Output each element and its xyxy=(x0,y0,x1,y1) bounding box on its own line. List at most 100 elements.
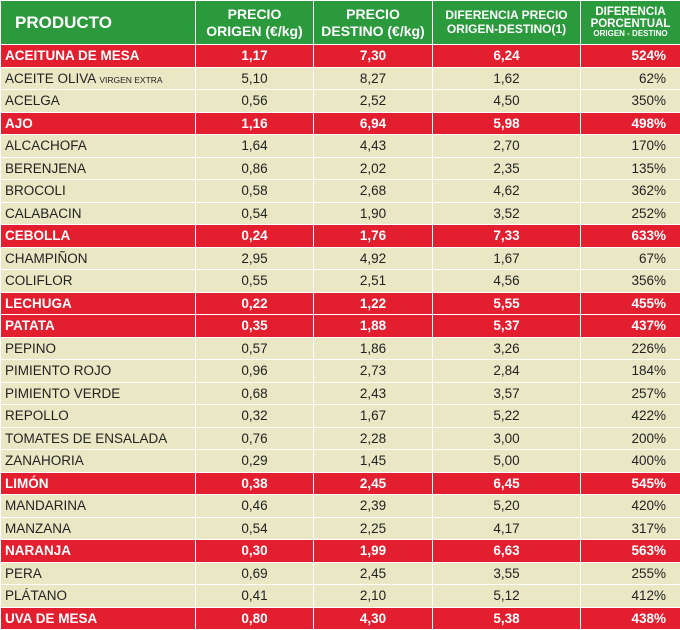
porcentaje-cell: 62% xyxy=(581,67,680,90)
porcentaje-cell: 255% xyxy=(581,562,680,585)
porcentaje-cell: 633% xyxy=(581,225,680,248)
product-name: TOMATES DE ENSALADA xyxy=(5,431,167,446)
precio-origen-cell: 0,46 xyxy=(196,495,314,518)
precio-origen-cell: 5,10 xyxy=(196,67,314,90)
product-name-cell: PEPINO xyxy=(1,337,196,360)
precio-destino-cell: 1,88 xyxy=(314,315,433,338)
diferencia-cell: 3,55 xyxy=(433,562,581,585)
porcentaje-cell: 200% xyxy=(581,427,680,450)
header-destino-line1: PRECIO xyxy=(346,6,400,22)
diferencia-cell: 4,62 xyxy=(433,180,581,203)
product-name: PATATA xyxy=(5,318,55,333)
product-name-cell: PERA xyxy=(1,562,196,585)
header-porcentual-line3: ORIGEN - DESTINO xyxy=(581,30,680,38)
product-name-cell: ACEITUNA DE MESA xyxy=(1,45,196,68)
header-origen-line2: ORIGEN (€/kg) xyxy=(206,23,302,39)
product-name: LIMÓN xyxy=(5,476,49,491)
product-name-cell: MANZANA xyxy=(1,517,196,540)
diferencia-cell: 3,52 xyxy=(433,202,581,225)
precio-destino-cell: 1,76 xyxy=(314,225,433,248)
product-name-cell: BROCOLI xyxy=(1,180,196,203)
precio-origen-cell: 0,30 xyxy=(196,540,314,563)
product-name-cell: MANDARINA xyxy=(1,495,196,518)
diferencia-cell: 2,84 xyxy=(433,360,581,383)
header-diferencia-line1: DIFERENCIA PRECIO xyxy=(445,8,567,22)
precio-destino-cell: 8,27 xyxy=(314,67,433,90)
diferencia-cell: 5,38 xyxy=(433,607,581,630)
product-name: CHAMPIÑON xyxy=(5,251,88,266)
table-header: PRODUCTO PRECIO ORIGEN (€/kg) PRECIO DES… xyxy=(1,1,680,45)
product-name: BERENJENA xyxy=(5,161,86,176)
product-name-cell: REPOLLO xyxy=(1,405,196,428)
precio-destino-cell: 2,10 xyxy=(314,585,433,608)
porcentaje-cell: 498% xyxy=(581,112,680,135)
precio-destino-cell: 1,45 xyxy=(314,450,433,473)
diferencia-cell: 7,33 xyxy=(433,225,581,248)
precio-destino-cell: 6,94 xyxy=(314,112,433,135)
precio-destino-cell: 2,39 xyxy=(314,495,433,518)
precio-origen-cell: 0,29 xyxy=(196,450,314,473)
precio-origen-cell: 0,22 xyxy=(196,292,314,315)
product-name-cell: CHAMPIÑON xyxy=(1,247,196,270)
diferencia-cell: 5,00 xyxy=(433,450,581,473)
product-name: ACELGA xyxy=(5,93,60,108)
porcentaje-cell: 422% xyxy=(581,405,680,428)
precio-origen-cell: 0,41 xyxy=(196,585,314,608)
porcentaje-cell: 412% xyxy=(581,585,680,608)
header-diferencia-line2: ORIGEN-DESTINO(1) xyxy=(447,22,566,36)
precio-origen-cell: 1,64 xyxy=(196,135,314,158)
product-name-cell: TOMATES DE ENSALADA xyxy=(1,427,196,450)
precio-origen-cell: 1,17 xyxy=(196,45,314,68)
product-name: ACEITE OLIVA xyxy=(5,71,96,86)
product-name-cell: PIMIENTO VERDE xyxy=(1,382,196,405)
product-name-cell: CALABACIN xyxy=(1,202,196,225)
precio-origen-cell: 0,57 xyxy=(196,337,314,360)
diferencia-cell: 6,63 xyxy=(433,540,581,563)
precio-origen-cell: 0,55 xyxy=(196,270,314,293)
porcentaje-cell: 252% xyxy=(581,202,680,225)
product-name: ZANAHORIA xyxy=(5,453,84,468)
diferencia-cell: 2,35 xyxy=(433,157,581,180)
product-name-cell: PLÁTANO xyxy=(1,585,196,608)
precio-origen-cell: 0,54 xyxy=(196,517,314,540)
diferencia-cell: 4,50 xyxy=(433,90,581,113)
diferencia-cell: 1,62 xyxy=(433,67,581,90)
precio-destino-cell: 2,45 xyxy=(314,472,433,495)
precio-origen-cell: 0,56 xyxy=(196,90,314,113)
precio-origen-cell: 0,96 xyxy=(196,360,314,383)
precio-destino-cell: 4,30 xyxy=(314,607,433,630)
product-name-cell: AJO xyxy=(1,112,196,135)
product-name-cell: BERENJENA xyxy=(1,157,196,180)
diferencia-cell: 3,00 xyxy=(433,427,581,450)
porcentaje-cell: 350% xyxy=(581,90,680,113)
porcentaje-cell: 545% xyxy=(581,472,680,495)
porcentaje-cell: 184% xyxy=(581,360,680,383)
porcentaje-cell: 455% xyxy=(581,292,680,315)
precio-destino-cell: 2,25 xyxy=(314,517,433,540)
header-precio-origen: PRECIO ORIGEN (€/kg) xyxy=(196,1,314,45)
diferencia-cell: 6,45 xyxy=(433,472,581,495)
precio-destino-cell: 2,28 xyxy=(314,427,433,450)
header-producto-label: PRODUCTO xyxy=(15,13,112,32)
precio-origen-cell: 0,24 xyxy=(196,225,314,248)
diferencia-cell: 3,26 xyxy=(433,337,581,360)
precio-destino-cell: 1,90 xyxy=(314,202,433,225)
product-name: UVA DE MESA xyxy=(5,611,97,626)
precio-origen-cell: 1,16 xyxy=(196,112,314,135)
product-name-cell: ALCACHOFA xyxy=(1,135,196,158)
